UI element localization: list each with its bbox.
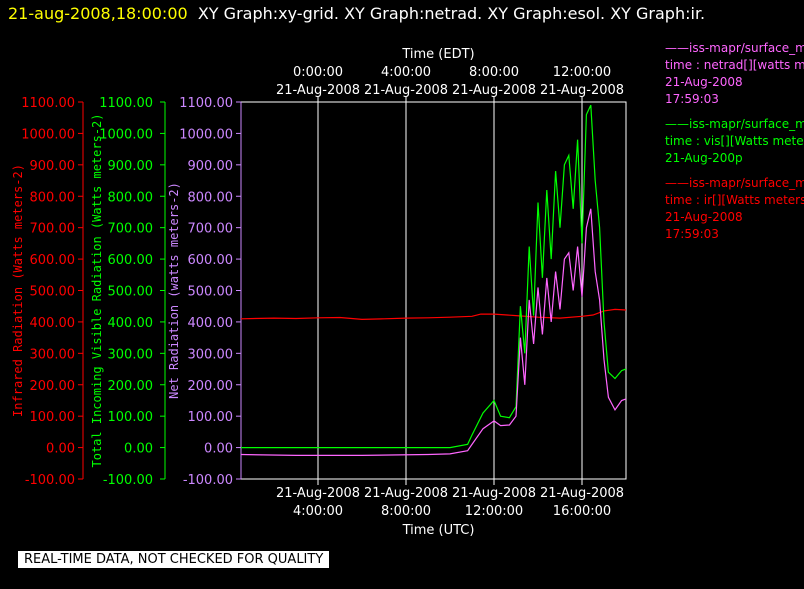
y-tick-label: 0.00 (46, 442, 75, 457)
quality-disclaimer: REAL-TIME DATA, NOT CHECKED FOR QUALITY (18, 551, 330, 568)
y-axis-label-2: Net Radiation (watts meters-2) (167, 182, 181, 399)
legend-vis-source: ——iss-mapr/surface_m (665, 117, 804, 131)
legend-entry-vis: ——iss-mapr/surface_m time : vis[][Watts … (665, 116, 804, 167)
legend: ——iss-mapr/surface_m time : netrad[][wat… (665, 40, 804, 251)
x-top-tick-time-label: 8:00:00 (469, 65, 519, 80)
y-axis-label-1: Total Incoming Visible Radiation (Watts … (90, 113, 104, 467)
x-top-tick-time-label: 0:00:00 (293, 65, 343, 80)
y-tick-label: 1100.00 (99, 96, 153, 111)
y-tick-label: 600.00 (108, 253, 154, 268)
y-tick-label: 800.00 (108, 190, 154, 205)
x-top-tick-date-label: 21-Aug-2008 (364, 83, 448, 98)
y-tick-label: 800.00 (188, 190, 234, 205)
x-top-tick-date-label: 21-Aug-2008 (540, 83, 624, 98)
y-tick-label: 300.00 (188, 347, 234, 362)
y-tick-label: 400.00 (188, 316, 234, 331)
x-tick-time-label: 16:00:00 (553, 504, 611, 519)
legend-entry-netrad: ——iss-mapr/surface_m time : netrad[][wat… (665, 40, 804, 108)
y-tick-label: 100.00 (108, 410, 154, 425)
y-tick-label: 900.00 (30, 159, 76, 174)
plot-frame (240, 101, 627, 480)
legend-vis-variable: time : vis[][Watts mete (665, 134, 804, 148)
x-tick-time-label: 4:00:00 (293, 504, 343, 519)
series-line-netrad (240, 208, 627, 456)
x-tick-time-label: 8:00:00 (381, 504, 431, 519)
y-tick-label: 800.00 (30, 190, 76, 205)
y-tick-label: 700.00 (108, 222, 154, 237)
y-tick-label: 200.00 (108, 379, 154, 394)
legend-netrad-date: 21-Aug-2008 (665, 75, 743, 89)
y-axis-label-0: Infrared Radiation (Watts meters-2) (11, 164, 25, 417)
header-bar: 21-aug-2008,18:00:00 XY Graph:xy-grid. X… (8, 4, 705, 23)
y-tick-label: 0.00 (124, 442, 153, 457)
y-tick-label: 900.00 (188, 159, 234, 174)
y-tick-label: -100.00 (183, 473, 233, 488)
y-tick-label: 600.00 (30, 253, 76, 268)
x-tick-date-label: 21-Aug-2008 (276, 486, 360, 501)
x-top-tick-date-label: 21-Aug-2008 (452, 83, 536, 98)
x-top-tick-time-label: 4:00:00 (381, 65, 431, 80)
y-tick-label: 200.00 (30, 379, 76, 394)
legend-ir-source: ——iss-mapr/surface_m (665, 176, 804, 190)
y-tick-label: 400.00 (108, 316, 154, 331)
legend-ir-date: 21-Aug-2008 (665, 210, 743, 224)
y-tick-label: 900.00 (108, 159, 154, 174)
y-tick-label: 1100.00 (179, 96, 233, 111)
x-tick-date-label: 21-Aug-2008 (452, 486, 536, 501)
legend-netrad-time: 17:59:03 (665, 92, 719, 106)
header-datetime: 21-aug-2008,18:00:00 (8, 4, 188, 23)
x-top-tick-time-label: 12:00:00 (553, 65, 611, 80)
y-tick-label: 500.00 (30, 285, 76, 300)
series-line-ir (240, 308, 627, 321)
y-tick-label: 0.00 (204, 442, 233, 457)
y-tick-label: 300.00 (108, 347, 154, 362)
legend-ir-time: 17:59:03 (665, 227, 719, 241)
y-tick-label: 100.00 (188, 410, 234, 425)
x-tick-time-label: 12:00:00 (465, 504, 523, 519)
y-tick-label: -100.00 (25, 473, 75, 488)
y-tick-label: 300.00 (30, 347, 76, 362)
x-tick-date-label: 21-Aug-2008 (540, 486, 624, 501)
y-tick-label: 600.00 (188, 253, 234, 268)
x-axis-label-bottom: Time (UTC) (402, 523, 475, 538)
y-tick-label: 1000.00 (99, 127, 153, 142)
y-tick-label: 1100.00 (21, 96, 75, 111)
legend-ir-variable: time : ir[][Watts meters (665, 193, 804, 207)
y-tick-label: 100.00 (30, 410, 76, 425)
x-top-tick-date-label: 21-Aug-2008 (276, 83, 360, 98)
legend-entry-ir: ——iss-mapr/surface_m time : ir[][Watts m… (665, 175, 804, 243)
legend-netrad-source: ——iss-mapr/surface_m (665, 41, 804, 55)
x-tick-date-label: 21-Aug-2008 (364, 486, 448, 501)
y-tick-label: 200.00 (188, 379, 234, 394)
y-tick-label: 400.00 (30, 316, 76, 331)
legend-vis-date: 21-Aug-200p (665, 151, 743, 165)
y-tick-label: 700.00 (188, 222, 234, 237)
y-tick-label: 1000.00 (21, 127, 75, 142)
series-line-vis (241, 104, 627, 449)
y-tick-label: 500.00 (108, 285, 154, 300)
y-tick-label: 500.00 (188, 285, 234, 300)
x-axis-label-top: Time (EDT) (401, 47, 474, 62)
y-tick-label: -100.00 (103, 473, 153, 488)
header-graph-list: XY Graph:xy-grid. XY Graph:netrad. XY Gr… (197, 4, 706, 23)
y-tick-label: 1000.00 (179, 127, 233, 142)
y-tick-label: 700.00 (30, 222, 76, 237)
legend-netrad-variable: time : netrad[][watts m (665, 58, 804, 72)
